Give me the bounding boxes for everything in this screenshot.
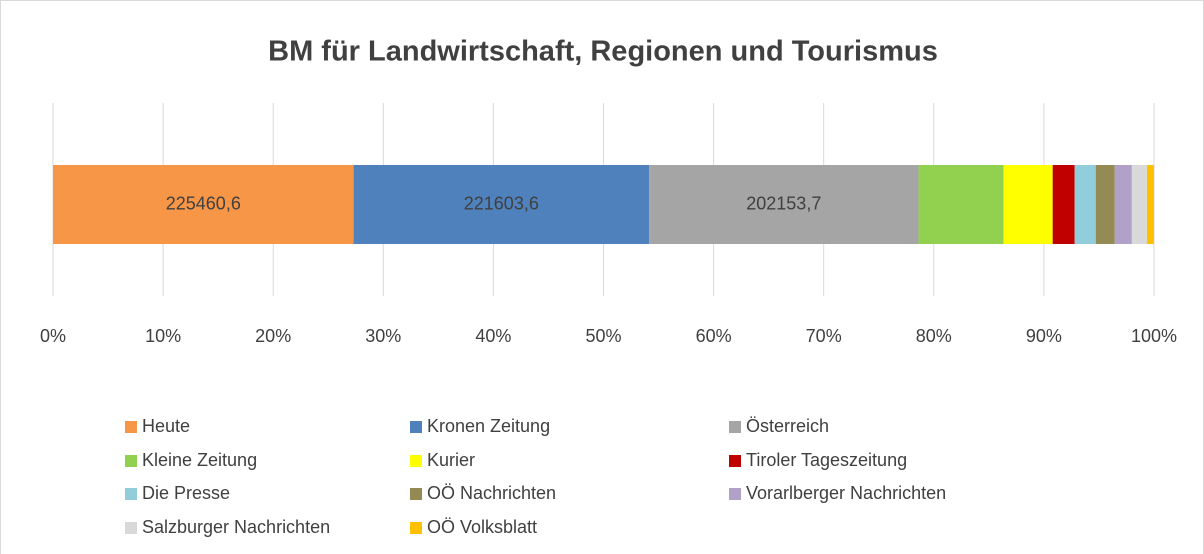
legend-swatch <box>729 455 741 467</box>
bar-segment <box>1003 165 1053 244</box>
legend-swatch <box>410 421 422 433</box>
legend-label: Kurier <box>427 450 475 470</box>
x-tick-label: 90% <box>1026 326 1062 346</box>
x-tick-label: 40% <box>475 326 511 346</box>
bar-segment <box>918 165 1004 244</box>
x-tick-label: 10% <box>145 326 181 346</box>
x-tick-label: 50% <box>585 326 621 346</box>
chart-title: BM für Landwirtschaft, Regionen und Tour… <box>268 36 938 68</box>
bar-segment <box>53 165 354 244</box>
legend-swatch <box>410 488 422 500</box>
x-tick-label: 0% <box>40 326 66 346</box>
x-tick-label: 80% <box>916 326 952 346</box>
legend-swatch <box>125 455 137 467</box>
legend-label: Heute <box>142 416 190 436</box>
legend-label: Salzburger Nachrichten <box>142 517 330 537</box>
x-tick-label: 20% <box>255 326 291 346</box>
bar-segment <box>1114 165 1132 244</box>
legend-label: Vorarlberger Nachrichten <box>746 483 946 503</box>
legend-label: Österreich <box>746 416 829 436</box>
legend-label: Tiroler Tageszeitung <box>746 450 907 470</box>
legend-label: OÖ Nachrichten <box>427 483 556 503</box>
data-label: 225460,6 <box>166 193 241 213</box>
data-label: 221603,6 <box>464 193 539 213</box>
x-tick-label: 100% <box>1131 326 1177 346</box>
legend-swatch <box>729 488 741 500</box>
legend-swatch <box>729 421 741 433</box>
bar-segment <box>1074 165 1096 244</box>
legend-label: Kleine Zeitung <box>142 450 257 470</box>
bar-segment <box>1146 165 1154 244</box>
x-tick-label: 60% <box>696 326 732 346</box>
bar-segment <box>1095 165 1115 244</box>
legend-swatch <box>410 455 422 467</box>
bar-segment <box>353 165 650 244</box>
x-tick-label: 30% <box>365 326 401 346</box>
legend-swatch <box>410 522 422 534</box>
legend-swatch <box>125 522 137 534</box>
bar-segment <box>1052 165 1075 244</box>
bar-segment <box>1131 165 1147 244</box>
legend-swatch <box>125 421 137 433</box>
legend-swatch <box>125 488 137 500</box>
legend-label: Kronen Zeitung <box>427 416 550 436</box>
legend-label: Die Presse <box>142 483 230 503</box>
x-tick-label: 70% <box>806 326 842 346</box>
legend-label: OÖ Volksblatt <box>427 517 537 537</box>
bar-segment <box>649 165 919 244</box>
data-label: 202153,7 <box>746 193 821 213</box>
